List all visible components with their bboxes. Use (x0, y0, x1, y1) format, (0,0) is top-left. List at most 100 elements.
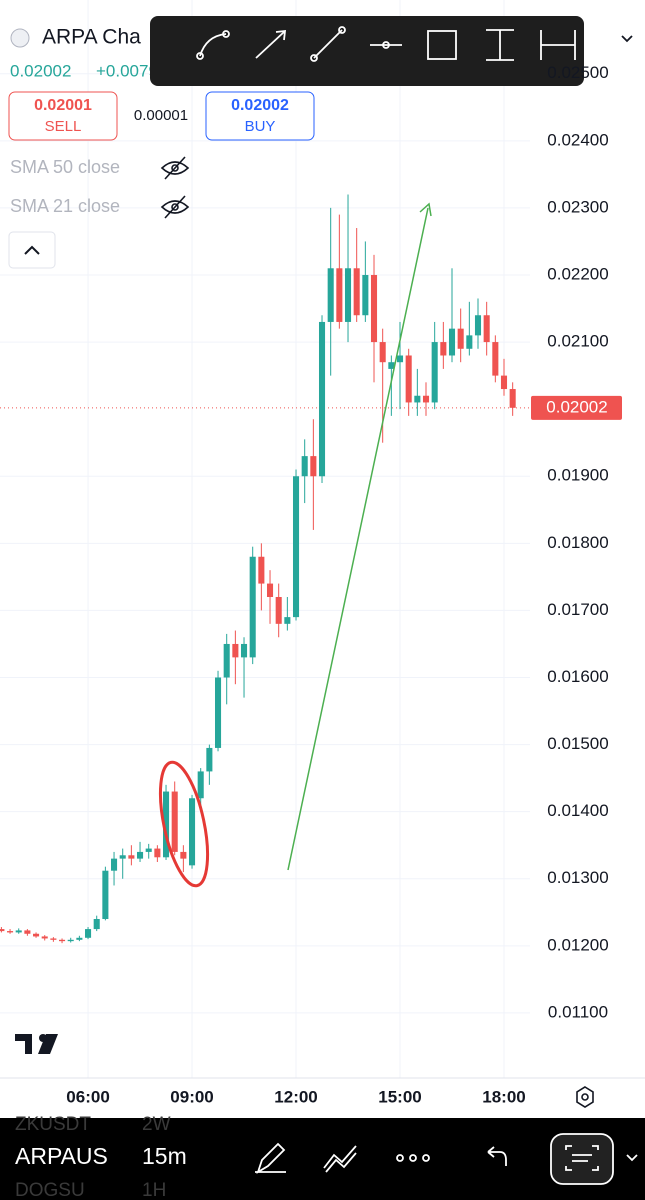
candle-body (370, 274, 378, 343)
candle-body (327, 268, 334, 322)
sell-button[interactable] (8, 91, 118, 141)
spread: 0.00001 (134, 107, 188, 124)
interval[interactable]: 15m (142, 1143, 187, 1169)
candle-body (102, 870, 109, 920)
buy-price: 0.02002 (231, 97, 289, 114)
candle-body (0, 929, 5, 932)
symbol[interactable]: ARPAUS (15, 1143, 108, 1169)
candle-body (223, 643, 230, 678)
candle-body (145, 848, 152, 852)
candle-body (284, 617, 291, 624)
candle-body (483, 315, 490, 343)
buy-button[interactable] (205, 91, 315, 141)
interval-list-item[interactable]: 2W (142, 1114, 171, 1135)
y-tick-label: 0.02300 (547, 197, 608, 216)
candle-body (41, 936, 48, 939)
candle-body (509, 389, 516, 408)
candle-body (232, 643, 239, 658)
candle-body (466, 335, 473, 349)
candle-body (163, 791, 170, 858)
candle-body (67, 939, 74, 942)
candle-body (137, 851, 144, 859)
symbol-title: ARPA Cha (42, 26, 141, 49)
candle-body (24, 930, 31, 934)
logo-dot (39, 1034, 47, 1042)
candle-body (474, 315, 482, 336)
drawing-toolbar (150, 16, 584, 86)
candle-body (396, 355, 404, 363)
interval-list-item[interactable]: 1H (142, 1180, 166, 1200)
x-tick-label: 15:00 (378, 1087, 421, 1106)
indicator-label[interactable]: SMA 50 close (10, 157, 120, 177)
candle-body (336, 268, 343, 322)
y-tick-label: 0.01400 (547, 801, 608, 820)
candle-body (50, 938, 57, 940)
candle-body (440, 342, 447, 356)
y-tick-label: 0.01300 (547, 868, 608, 887)
collapse-button[interactable] (8, 231, 56, 269)
symbol-list-item[interactable]: DOGSU (15, 1180, 85, 1200)
y-tick-label: 0.02500 (547, 63, 608, 82)
candle-body (180, 851, 187, 859)
candle-body (292, 476, 300, 618)
candle-body (405, 355, 412, 403)
y-tick-label: 0.01600 (547, 667, 608, 686)
collapse-icon (24, 245, 40, 255)
y-tick-label: 0.02100 (547, 332, 608, 351)
candle-body (379, 342, 386, 363)
candle-body (249, 556, 256, 658)
dropdown[interactable] (621, 35, 633, 43)
candle-body (206, 747, 213, 772)
candle-body (33, 933, 40, 937)
x-tick-label: 06:00 (66, 1087, 109, 1106)
candle-body (240, 643, 248, 658)
candle-body (7, 931, 14, 933)
sell-price: 0.02001 (34, 97, 92, 114)
candles (0, 194, 516, 944)
candle-body (310, 456, 317, 477)
toolbar-icons[interactable] (196, 26, 576, 62)
hidden-icons (160, 156, 190, 219)
bottom-icons[interactable] (255, 1133, 638, 1185)
y-tick-label: 0.02200 (547, 264, 608, 283)
symbol-icon (10, 28, 30, 48)
settings-icon-center (581, 1093, 589, 1101)
logo (15, 1034, 58, 1054)
arrow-head (419, 202, 432, 217)
candle-body (111, 858, 118, 871)
indicator-label[interactable]: SMA 21 close (10, 196, 120, 216)
candle-body (275, 596, 282, 624)
sell-label: SELL (45, 118, 82, 135)
last-price-label: 0.02002 (546, 397, 607, 416)
candle-body (76, 937, 83, 940)
candle-body (154, 848, 161, 858)
candle-body (457, 328, 464, 349)
candle-body (448, 328, 456, 356)
bottom-bar (0, 1118, 645, 1200)
candle-body (431, 342, 438, 403)
settings-icon[interactable] (576, 1086, 594, 1108)
candle-body (189, 798, 196, 866)
last-price-tag (531, 395, 622, 420)
candle-body (171, 791, 178, 852)
last-price: 0.02002 (10, 61, 71, 80)
candle-body (15, 930, 22, 933)
candle-body (59, 939, 66, 942)
candle-body (344, 268, 352, 322)
trend-arrow (287, 207, 429, 871)
y-tick-label: 0.01800 (547, 533, 608, 552)
x-tick-label: 12:00 (274, 1087, 317, 1106)
y-tick-label: 0.01500 (547, 734, 608, 753)
candle-body (500, 375, 508, 390)
candle-body (362, 274, 369, 316)
y-tick-label: 0.01700 (547, 600, 608, 619)
highlight-ellipse (158, 760, 210, 888)
buy-label: BUY (245, 118, 276, 135)
candle-body (93, 919, 100, 930)
candle-body (492, 342, 499, 376)
candle-body (214, 677, 222, 748)
candle-body (197, 771, 204, 799)
symbol-list-item[interactable]: ZKUSDT (15, 1114, 91, 1135)
